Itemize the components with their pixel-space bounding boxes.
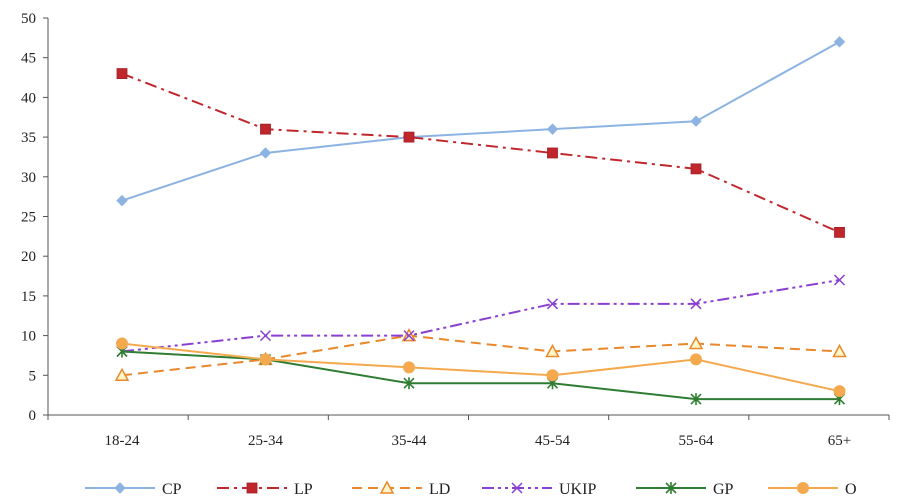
data-point-cp: [546, 123, 559, 135]
legend-marker: [114, 482, 126, 494]
legend-marker: [511, 482, 523, 494]
legend-item-gp: GP: [636, 481, 734, 498]
data-point-cp: [690, 115, 702, 127]
x-tick-label: 65+: [828, 433, 851, 449]
series-ukip: [116, 274, 846, 358]
data-point-o: [690, 353, 702, 366]
legend: CP LP LD UKIP GP O: [85, 480, 857, 498]
legend-label: O: [845, 481, 857, 498]
data-point-lp: [116, 68, 128, 79]
series-o: [116, 337, 846, 398]
series-lp: [116, 68, 845, 238]
x-tick-label: 18-24: [105, 433, 140, 449]
x-tick-label: 45-54: [535, 433, 570, 449]
data-point-ukip: [690, 298, 702, 310]
legend-label: CP: [162, 481, 182, 498]
data-point-ukip: [403, 330, 415, 342]
data-point-lp: [690, 163, 702, 175]
x-axis-ticks: 18-24 25-34 35-44 45-54 55-64 65+: [47, 415, 890, 449]
y-tick-label: 25: [21, 210, 36, 226]
legend-marker: [665, 482, 677, 494]
legend-label: LD: [429, 481, 450, 498]
data-point-o: [116, 337, 128, 350]
data-point-lp: [260, 123, 271, 135]
data-point-cp: [259, 147, 272, 159]
series-layer: [114, 36, 847, 406]
x-tick-label: 25-34: [248, 433, 283, 449]
series-cp: [116, 36, 846, 207]
legend-marker: [246, 482, 258, 494]
series-line-o: [121, 342, 840, 393]
legend-item-o: O: [768, 481, 857, 498]
data-point-ld: [688, 335, 704, 350]
data-point-o: [546, 369, 559, 382]
data-point-lp: [834, 226, 845, 238]
y-tick-label: 5: [29, 368, 37, 384]
data-point-o: [833, 385, 846, 398]
series-line-cp: [121, 40, 840, 202]
y-tick-label: 15: [21, 289, 36, 305]
x-tick-label: 55-64: [679, 433, 714, 449]
y-tick-label: 30: [21, 170, 36, 186]
y-tick-label: 40: [21, 90, 36, 106]
series-line-gp: [121, 350, 840, 401]
legend-item-lp: LP: [217, 481, 313, 498]
data-point-lp: [547, 147, 558, 159]
y-tick-label: 45: [21, 51, 36, 67]
legend-label: GP: [713, 481, 734, 498]
legend-item-ld: LD: [352, 480, 450, 498]
legend-item-cp: CP: [85, 481, 182, 498]
data-point-o: [403, 361, 415, 374]
data-point-ukip: [259, 330, 272, 342]
x-tick-label: 35-44: [392, 433, 427, 449]
data-point-ukip: [833, 274, 846, 286]
series-line-ukip: [121, 279, 840, 353]
y-tick-label: 10: [21, 329, 36, 345]
data-point-ld: [114, 367, 130, 382]
series-line-ld: [121, 334, 840, 377]
y-tick-label: 0: [29, 408, 37, 424]
series-line-lp: [121, 72, 840, 234]
legend-marker: [797, 482, 809, 494]
y-tick-label: 50: [21, 11, 36, 27]
legend-item-ukip: UKIP: [482, 481, 596, 498]
y-tick-label: 20: [21, 249, 36, 265]
data-point-lp: [403, 131, 415, 143]
legend-marker: [379, 480, 395, 494]
axes: [47, 18, 889, 416]
data-point-ld: [832, 343, 847, 358]
data-point-cp: [833, 36, 846, 48]
y-tick-label: 35: [21, 130, 36, 146]
data-point-gp: [690, 393, 702, 406]
legend-label: LP: [294, 481, 313, 498]
legend-label: UKIP: [559, 481, 596, 498]
data-point-o: [259, 353, 272, 366]
data-point-ld: [545, 343, 560, 358]
data-point-ukip: [546, 298, 559, 310]
y-axis-ticks: 0 5 10 15 20 25 30 35 40 45 50: [21, 11, 48, 424]
data-point-cp: [116, 194, 128, 207]
data-point-gp: [403, 377, 415, 390]
